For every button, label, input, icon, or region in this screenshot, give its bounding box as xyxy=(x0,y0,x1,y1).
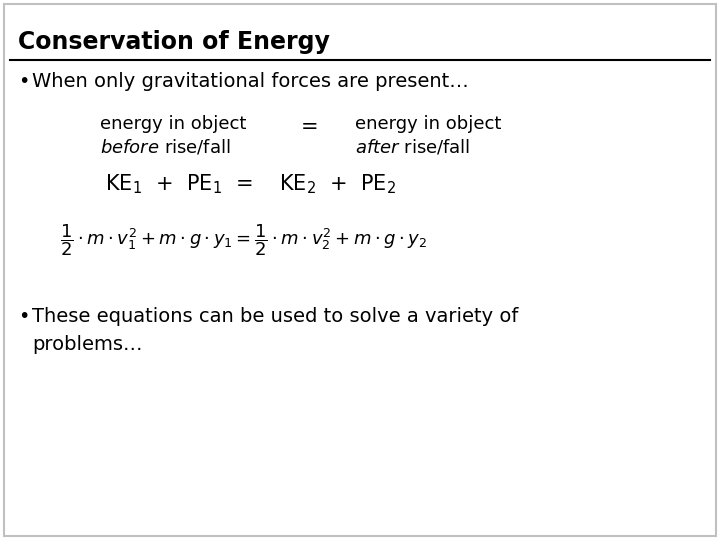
Text: These equations can be used to solve a variety of
problems…: These equations can be used to solve a v… xyxy=(32,307,518,354)
Text: $\mathit{after}$ rise/fall: $\mathit{after}$ rise/fall xyxy=(355,138,470,157)
Text: $\dfrac{1}{2}\cdot m \cdot v_1^{2} + m\cdot g\cdot y_1 = \dfrac{1}{2}\cdot m \cd: $\dfrac{1}{2}\cdot m \cdot v_1^{2} + m\c… xyxy=(60,222,427,258)
Text: energy in object: energy in object xyxy=(355,115,501,133)
Text: $\mathit{before}$ rise/fall: $\mathit{before}$ rise/fall xyxy=(100,138,230,157)
FancyBboxPatch shape xyxy=(4,4,716,536)
Text: Conservation of Energy: Conservation of Energy xyxy=(18,30,330,54)
Text: energy in object: energy in object xyxy=(100,115,246,133)
Text: When only gravitational forces are present…: When only gravitational forces are prese… xyxy=(32,72,469,91)
Text: =: = xyxy=(301,117,319,137)
Text: •: • xyxy=(18,72,30,91)
Text: $\mathrm{KE}_1$  +  $\mathrm{PE}_1$  =    $\mathrm{KE}_2$  +  $\mathrm{PE}_2$: $\mathrm{KE}_1$ + $\mathrm{PE}_1$ = $\ma… xyxy=(105,172,396,195)
Text: •: • xyxy=(18,307,30,326)
